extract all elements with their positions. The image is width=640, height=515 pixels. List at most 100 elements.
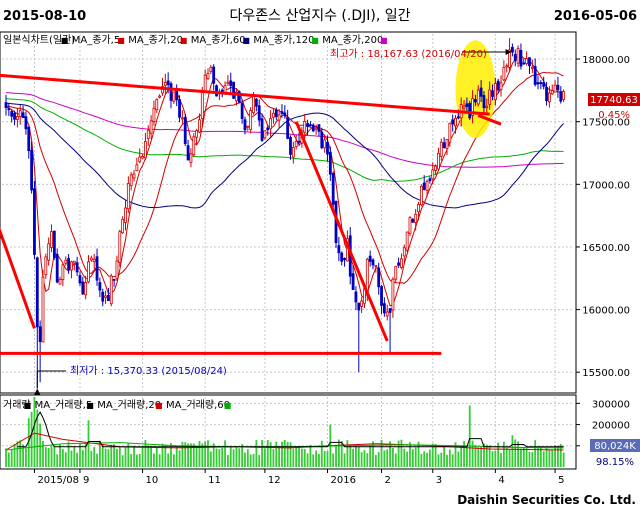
volume-bar <box>528 451 531 467</box>
candle-body <box>559 91 563 102</box>
candle-body <box>257 105 261 121</box>
candle-body <box>445 139 449 149</box>
volume-bar <box>178 450 181 467</box>
price-tick-label: 16000.00 <box>582 306 630 317</box>
candle-body <box>402 247 406 257</box>
volume-bar <box>306 453 309 467</box>
volume-bar <box>121 455 124 467</box>
volume-bar <box>463 440 465 467</box>
candle-body <box>21 112 25 119</box>
volume-bar <box>312 454 315 467</box>
volume-bar <box>229 446 232 467</box>
candle-body <box>203 74 207 93</box>
candle-body <box>277 114 281 121</box>
candle-body <box>385 311 389 317</box>
candle-body <box>206 73 210 80</box>
candle-body <box>508 49 511 68</box>
candle-body <box>189 153 193 163</box>
candle-body <box>340 252 344 262</box>
candle-body <box>326 141 329 155</box>
trendline-decline-mid <box>294 121 389 342</box>
candle-body <box>260 118 264 141</box>
candle-body <box>437 153 440 170</box>
volume-bar <box>465 446 468 467</box>
candle-body <box>61 264 65 280</box>
volume-bar <box>429 449 431 467</box>
volume-bar <box>96 453 98 467</box>
volume-bar <box>62 449 64 467</box>
candle-body <box>556 84 560 91</box>
candle-body <box>442 142 446 148</box>
volume-bar <box>537 446 539 467</box>
candle-body <box>323 139 327 149</box>
volume-bar <box>426 452 428 467</box>
volume-bar <box>164 445 167 467</box>
candle-body <box>328 151 332 175</box>
volume-bar <box>494 450 497 467</box>
candle-body <box>7 108 11 111</box>
time-tick-label: 4 <box>498 475 504 486</box>
price-legend-label: MA_종가,120 <box>253 34 314 46</box>
volume-bar <box>36 409 39 467</box>
candle-body <box>479 87 483 97</box>
candle-body <box>249 110 253 130</box>
volume-bar <box>409 442 411 467</box>
volume-bar <box>491 451 494 467</box>
candle-body <box>533 66 537 85</box>
candle-body <box>419 185 423 206</box>
volume-bar <box>474 445 477 467</box>
candle-body <box>289 137 292 155</box>
volume-bar <box>50 445 53 467</box>
volume-bar <box>534 440 537 467</box>
volume-bar <box>93 446 96 467</box>
candle-body <box>163 82 167 86</box>
price-legend-label: MA_종가,60 <box>191 34 246 46</box>
volume-bar <box>511 435 514 467</box>
volume-bar <box>500 453 502 467</box>
volume-bar <box>42 440 44 467</box>
candle-body <box>126 183 130 210</box>
volume-bar <box>198 440 201 467</box>
volume-bar <box>289 442 292 467</box>
volume-bar <box>431 443 434 467</box>
candle-body <box>291 147 295 158</box>
volume-bar <box>542 451 545 467</box>
volume-bar <box>153 453 155 467</box>
volume-bar <box>411 449 414 467</box>
candle-body <box>377 267 381 288</box>
candle-body <box>505 65 509 68</box>
candle-body <box>254 98 258 107</box>
volume-bar <box>340 441 343 467</box>
candle-body <box>38 326 42 342</box>
candle-body <box>232 81 236 99</box>
volume-bar <box>204 441 207 467</box>
volume-bar <box>417 441 420 467</box>
volume-bar <box>232 449 235 467</box>
candle-body <box>280 111 284 114</box>
candle-body <box>530 66 534 69</box>
candle-body <box>368 255 372 262</box>
grid <box>2 34 574 467</box>
volume-bar <box>363 450 366 467</box>
volume-bar <box>480 446 483 467</box>
price-legend-label: MA_종가,20 <box>128 34 183 46</box>
high-arrowhead <box>505 49 512 55</box>
volume-bar <box>286 441 289 467</box>
candle-body <box>78 275 82 284</box>
volume-bar <box>392 447 394 467</box>
volume-bar <box>215 448 218 467</box>
volume-ma5-line <box>17 411 564 448</box>
candle-body <box>13 112 16 120</box>
candle-body <box>158 95 162 98</box>
trendline-decline-left <box>0 226 36 329</box>
candle-body <box>240 103 244 119</box>
volume-bar <box>292 448 295 467</box>
volume-bar <box>303 449 306 467</box>
ma120-line <box>5 98 564 182</box>
volume-bar <box>457 451 460 467</box>
candle-body <box>400 258 403 268</box>
candle-body <box>482 95 486 109</box>
candle-body <box>220 89 224 92</box>
candle-body <box>283 112 287 116</box>
volume-bar <box>539 446 542 467</box>
